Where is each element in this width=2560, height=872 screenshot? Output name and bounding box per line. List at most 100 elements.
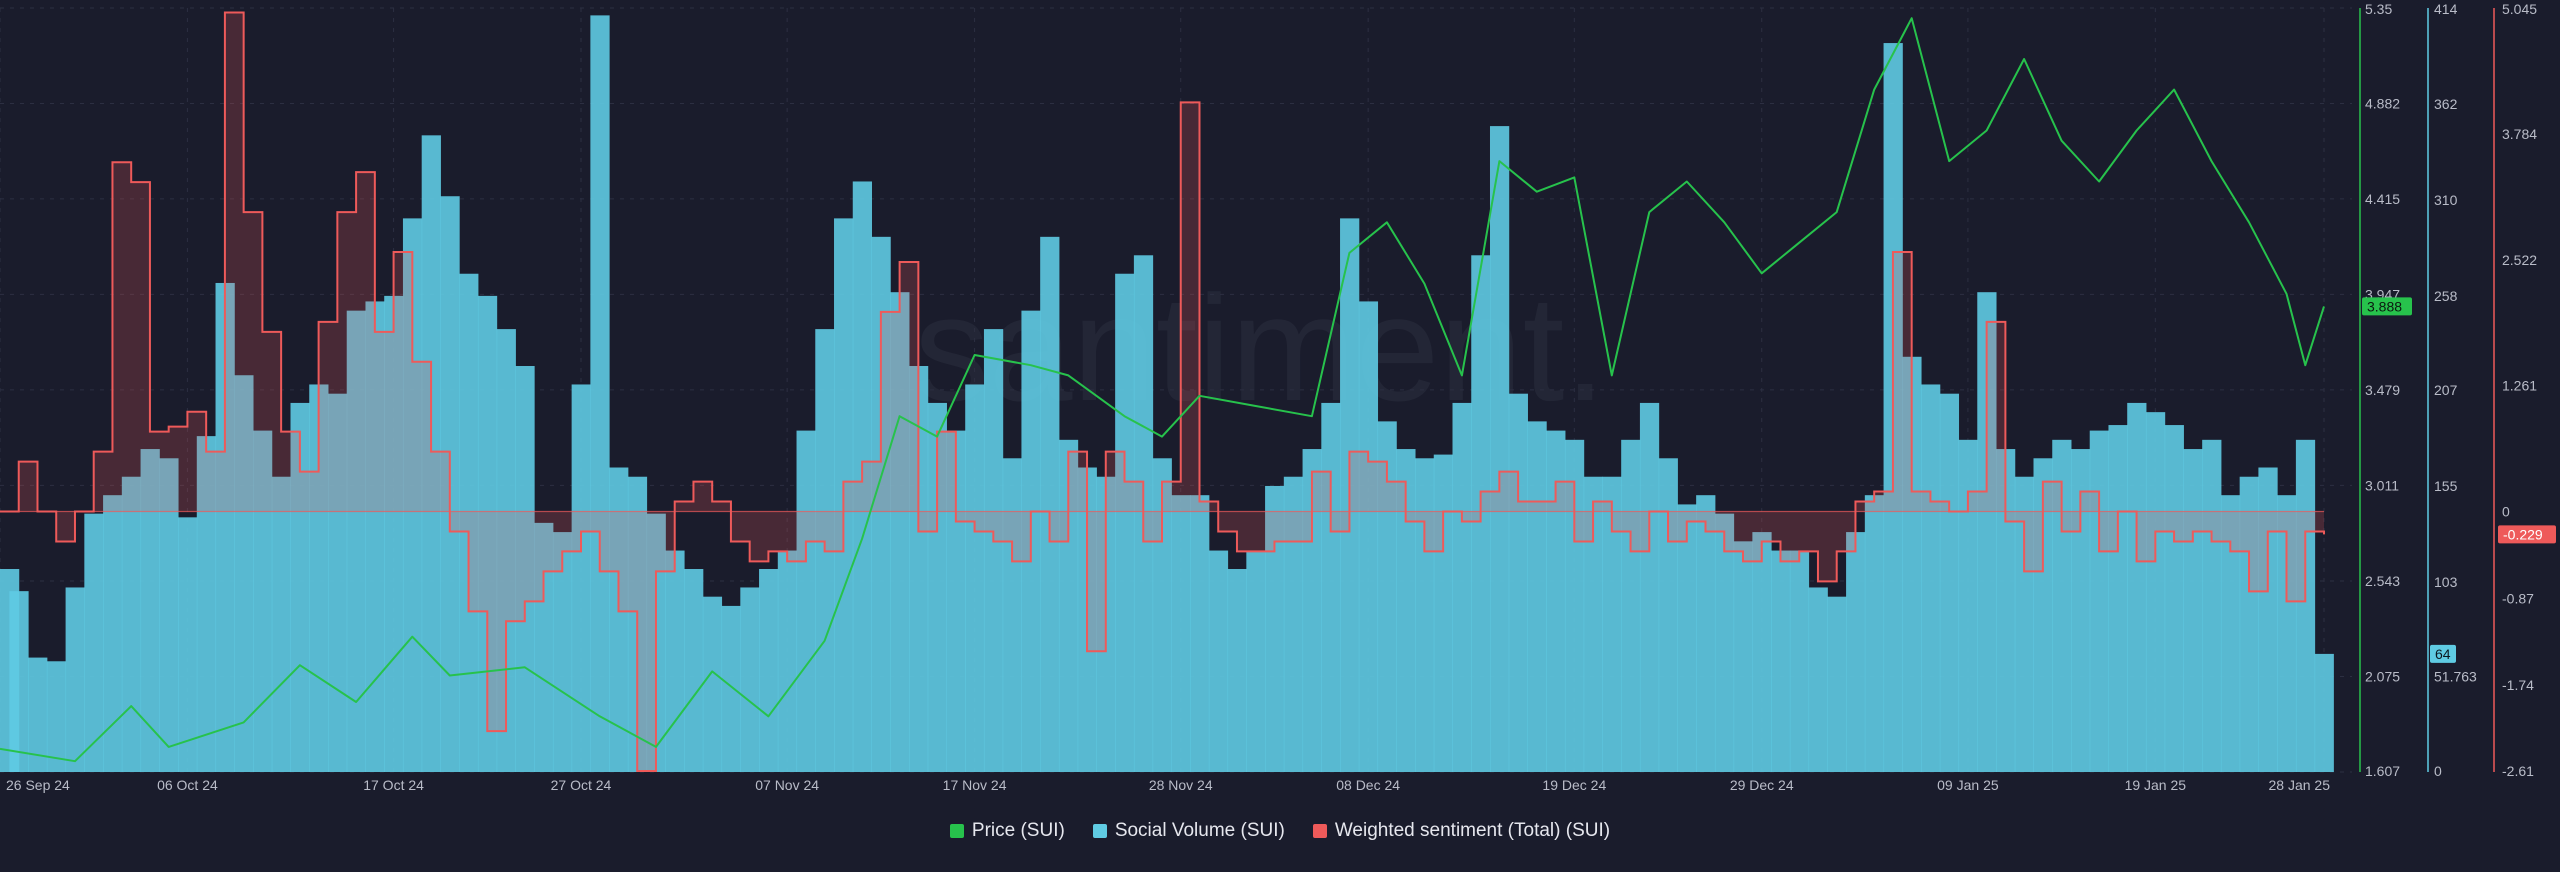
social-volume-bar	[1058, 439, 1079, 772]
sentiment-tick-label: -1.74	[2502, 677, 2534, 693]
social-volume-bar	[1564, 439, 1585, 772]
social-volume-bar	[2277, 495, 2297, 772]
x-tick-label: 09 Jan 25	[1937, 777, 1999, 793]
social-volume-bar	[1489, 126, 1510, 773]
price-current-badge: 3.888	[2367, 298, 2402, 314]
x-tick-label: 17 Nov 24	[943, 777, 1007, 793]
social-volume-bar	[103, 495, 123, 772]
social-volume-bar	[1902, 356, 1922, 772]
x-tick-label: 26 Sep 24	[6, 777, 70, 793]
price-tick-label: 2.543	[2365, 573, 2400, 589]
social-volume-bar	[2014, 476, 2034, 772]
social-volume-bar	[178, 517, 198, 772]
social-volume-bar	[28, 657, 48, 772]
price-series	[0, 17, 2325, 763]
social-volume-bar	[1639, 402, 1660, 772]
social-volume-bar	[1827, 596, 1847, 772]
social-volume-bar	[65, 587, 85, 772]
x-tick-label: 08 Dec 24	[1336, 777, 1400, 793]
social-volume-bar	[2033, 458, 2053, 772]
legend-swatch-price	[949, 824, 964, 838]
social-volume-bar	[1527, 421, 1547, 772]
legend-item-sentiment[interactable]: Weighted sentiment (Total) (SUI)	[1312, 820, 1610, 842]
sentiment-current-badge: -0.229	[2503, 526, 2543, 542]
social-volume-bar	[365, 301, 385, 772]
sentiment-tick-label: 2.522	[2502, 252, 2537, 268]
social-volume-bar	[665, 550, 685, 772]
social-volume-bar	[196, 436, 217, 772]
social-volume-bar	[1508, 393, 1528, 772]
social-volume-bar	[590, 15, 610, 772]
sentiment-current-badge-bg	[2498, 525, 2556, 544]
social-volume-bar	[1433, 454, 1453, 772]
sentiment-tick-label: 5.045	[2502, 1, 2537, 17]
social-volume-bar	[796, 430, 816, 772]
social-volume-bar	[2127, 402, 2147, 772]
social-volume-bar	[496, 329, 516, 772]
social-volume-bar	[702, 596, 723, 772]
sentiment-series	[0, 11, 2325, 773]
legend-label-social-volume: Social Volume (SUI)	[1114, 820, 1285, 841]
social-volume-bar	[1358, 301, 1379, 772]
social-volume-current-badge: 64	[2435, 646, 2451, 662]
social-volume-bar	[1602, 476, 1622, 772]
social-volume-bar	[2089, 430, 2109, 772]
x-tick-label: 28 Nov 24	[1149, 777, 1213, 793]
social-volume-bar	[1227, 569, 1247, 772]
social-volume-bar	[1246, 550, 1266, 772]
social-volume-current-badge-bg	[2430, 644, 2456, 663]
social-volume-bar	[1415, 458, 1435, 772]
social-volume-bar	[1115, 273, 1135, 772]
social-volume-bar	[1846, 532, 1866, 772]
price-tick-label: 2.075	[2365, 668, 2400, 684]
social-volume-bar	[684, 569, 704, 772]
x-tick-label: 19 Jan 25	[2125, 777, 2187, 793]
legend-item-price[interactable]: Price (SUI)	[949, 820, 1065, 842]
social-volume-bar	[2145, 412, 2166, 772]
social-volume-bar	[1677, 504, 1697, 772]
x-tick-label: 27 Oct 24	[551, 777, 612, 793]
social-volume-bar	[552, 532, 573, 772]
social-volume-bar	[477, 295, 498, 772]
x-tick-label: 06 Oct 24	[157, 777, 218, 793]
social-volume-bar	[253, 430, 273, 772]
social-volume-bar	[2052, 439, 2072, 772]
social-volume-bar	[1808, 587, 1828, 772]
sentiment-tick-label: 0	[2502, 504, 2510, 520]
social-volume-bar	[459, 273, 479, 772]
sentiment-tick-label: 1.261	[2502, 378, 2537, 394]
social-volume-bar	[721, 605, 741, 772]
sentiment-line	[0, 11, 2325, 773]
legend-item-social-volume[interactable]: Social Volume (SUI)	[1092, 820, 1285, 842]
social-volume-bar	[983, 329, 1004, 772]
legend-label-price: Price (SUI)	[971, 820, 1065, 841]
social-volume-bar	[1283, 476, 1304, 772]
social-volume-tick-label: 51.763	[2434, 668, 2477, 684]
social-volume-bar	[1265, 485, 1285, 772]
social-volume-bar	[327, 393, 348, 772]
social-volume-bar	[2314, 653, 2334, 772]
social-volume-bar	[1190, 495, 1210, 772]
social-volume-bar	[271, 476, 291, 772]
social-volume-bar	[1958, 439, 1978, 772]
social-volume-bar	[346, 310, 366, 772]
social-volume-bar	[1377, 421, 1397, 772]
x-tick-label: 07 Nov 24	[755, 777, 819, 793]
price-tick-label: 4.415	[2365, 191, 2400, 207]
social-volume-bar	[534, 522, 554, 772]
price-tick-label: 3.479	[2365, 382, 2400, 398]
social-volume-tick-label: 155	[2434, 478, 2458, 494]
social-volume-tick-label: 0	[2434, 763, 2442, 779]
social-volume-bar	[965, 384, 985, 772]
social-volume-bar	[2220, 495, 2241, 772]
price-tick-label: 1.607	[2365, 763, 2400, 779]
social-volume-bar	[1171, 495, 1191, 772]
price-tick-label: 5.35	[2365, 1, 2392, 17]
social-volume-bar	[1396, 449, 1416, 772]
social-volume-bar	[946, 430, 966, 772]
social-volume-tick-label: 310	[2434, 192, 2458, 208]
social-volume-bar	[121, 476, 142, 772]
social-volume-bar	[759, 569, 779, 772]
